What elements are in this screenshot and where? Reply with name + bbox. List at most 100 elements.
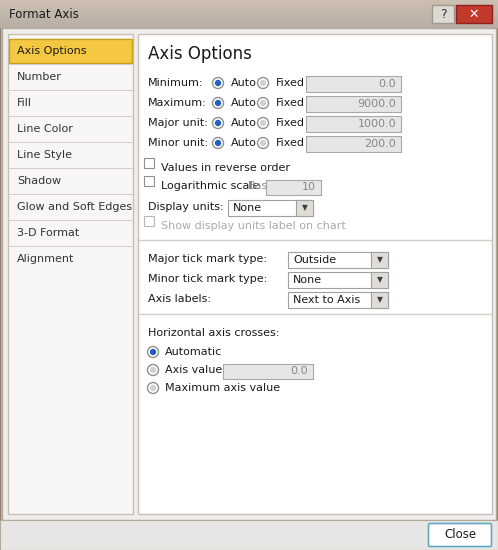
Bar: [0, 0, 498, 1]
Text: 9000.0: 9000.0: [357, 99, 396, 109]
Text: Major unit:: Major unit:: [148, 118, 208, 128]
Circle shape: [150, 349, 156, 355]
Bar: [0, 19, 498, 20]
Bar: [0, 17, 498, 18]
Circle shape: [260, 140, 266, 146]
Bar: [0, 1, 498, 2]
Circle shape: [213, 78, 224, 89]
Text: Auto: Auto: [231, 98, 257, 108]
Bar: [144, 158, 154, 168]
Text: ✕: ✕: [469, 8, 479, 20]
Bar: [0, 24, 498, 25]
Text: Show display units label on chart: Show display units label on chart: [161, 221, 346, 231]
Text: None: None: [233, 203, 262, 213]
Bar: [9, 39, 132, 63]
Text: Glow and Soft Edges: Glow and Soft Edges: [17, 202, 132, 212]
Bar: [0, 18, 498, 19]
Text: 3-D Format: 3-D Format: [17, 228, 79, 238]
Text: Minimum:: Minimum:: [148, 78, 204, 88]
Bar: [432, 5, 454, 23]
Text: None: None: [293, 275, 322, 285]
Bar: [0, 4, 498, 5]
Circle shape: [215, 100, 221, 106]
Bar: [0, 27, 498, 28]
Bar: [288, 292, 388, 308]
Bar: [228, 200, 313, 216]
Circle shape: [213, 118, 224, 129]
Bar: [0, 21, 498, 22]
Bar: [0, 20, 498, 21]
Text: Axis Options: Axis Options: [148, 45, 252, 63]
Text: Close: Close: [444, 529, 476, 542]
Bar: [0, 8, 498, 9]
Text: Auto: Auto: [231, 138, 257, 148]
Bar: [223, 364, 313, 379]
Bar: [0, 15, 498, 16]
Text: Fixed: Fixed: [276, 138, 305, 148]
Bar: [0, 9, 498, 10]
Bar: [0, 6, 498, 7]
Bar: [0, 5, 498, 6]
Bar: [0, 22, 498, 23]
Bar: [0, 7, 498, 8]
Text: ▼: ▼: [302, 204, 308, 212]
Text: Major tick mark type:: Major tick mark type:: [148, 254, 267, 264]
Bar: [0, 10, 498, 11]
Text: 0.0: 0.0: [290, 366, 308, 376]
Circle shape: [260, 120, 266, 126]
Text: Horizontal axis crosses:: Horizontal axis crosses:: [148, 328, 279, 338]
Circle shape: [213, 138, 224, 148]
Circle shape: [257, 78, 268, 89]
Bar: [306, 76, 401, 92]
Text: Auto: Auto: [231, 118, 257, 128]
Bar: [456, 5, 492, 23]
Bar: [266, 180, 321, 195]
Text: Axis Options: Axis Options: [17, 46, 87, 56]
Text: ▼: ▼: [377, 276, 383, 284]
Text: Next to Axis: Next to Axis: [293, 295, 360, 305]
Text: Auto: Auto: [231, 78, 257, 88]
Bar: [0, 14, 498, 15]
Bar: [288, 252, 388, 268]
Circle shape: [257, 97, 268, 108]
Bar: [371, 292, 388, 308]
Bar: [0, 2, 498, 3]
Bar: [144, 216, 154, 226]
Text: Automatic: Automatic: [165, 347, 222, 357]
Circle shape: [213, 97, 224, 108]
Circle shape: [147, 346, 158, 358]
FancyBboxPatch shape: [428, 524, 492, 547]
Bar: [0, 3, 498, 4]
Bar: [296, 200, 313, 216]
Bar: [306, 96, 401, 112]
Text: 0.0: 0.0: [378, 79, 396, 89]
Bar: [8, 34, 133, 514]
Bar: [0, 520, 498, 550]
Text: Format Axis: Format Axis: [9, 8, 79, 20]
Bar: [306, 136, 401, 152]
Text: Logarithmic scale: Logarithmic scale: [161, 181, 259, 191]
Text: Axis value:: Axis value:: [165, 365, 226, 375]
Bar: [0, 23, 498, 24]
Circle shape: [147, 382, 158, 393]
Bar: [144, 176, 154, 186]
Text: ▼: ▼: [377, 256, 383, 265]
Bar: [138, 34, 492, 514]
Bar: [288, 272, 388, 288]
Text: Maximum axis value: Maximum axis value: [165, 383, 280, 393]
Circle shape: [147, 365, 158, 376]
Bar: [0, 11, 498, 12]
Circle shape: [215, 80, 221, 86]
Bar: [306, 116, 401, 132]
Circle shape: [215, 120, 221, 126]
Text: Line Style: Line Style: [17, 150, 72, 160]
Text: Values in reverse order: Values in reverse order: [161, 163, 290, 173]
Circle shape: [257, 138, 268, 148]
Text: Base:: Base:: [248, 181, 279, 191]
Text: ▼: ▼: [377, 295, 383, 305]
Circle shape: [215, 140, 221, 146]
Circle shape: [260, 100, 266, 106]
Bar: [2, 28, 496, 520]
Bar: [0, 12, 498, 13]
Text: 10: 10: [302, 182, 316, 192]
